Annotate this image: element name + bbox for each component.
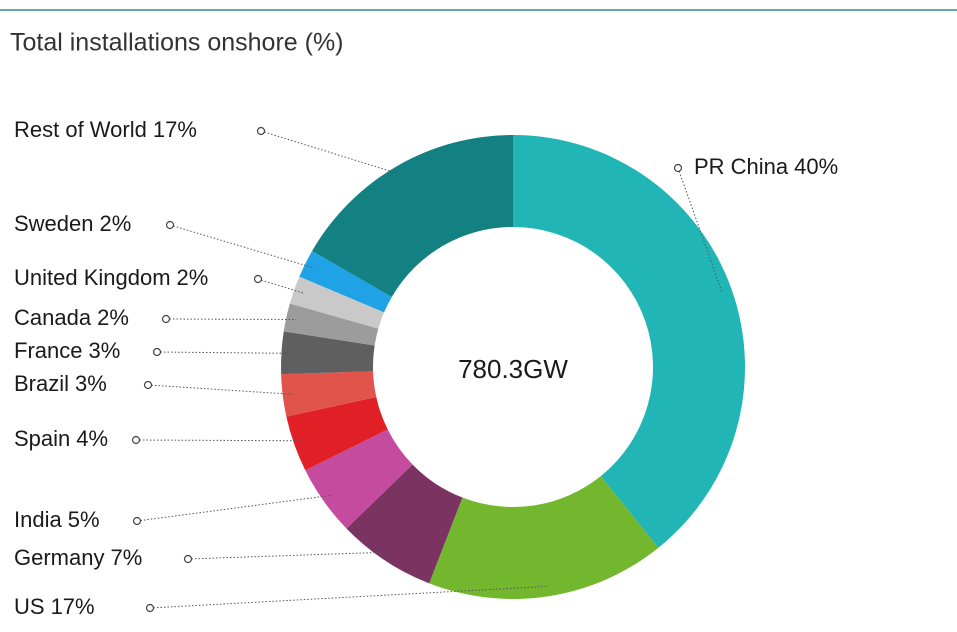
donut-slice [281,371,377,417]
leader-line [260,130,403,176]
donut-slice [286,396,388,471]
value-label: 2% [97,305,129,330]
donut-slice [305,429,413,529]
value-label: 4% [76,426,108,451]
category-label: Brazil [14,371,69,396]
leader-line [156,351,292,354]
donut-slice [513,135,745,548]
value-label: 17% [153,117,197,142]
category-label: PR China [694,154,789,179]
donut-slice [346,464,463,584]
leader-line [165,318,297,321]
leader-line [677,167,723,294]
donut-slice [429,476,659,600]
leader-dot [161,314,171,324]
slice-label: Sweden 2% [14,211,131,236]
value-label: 3% [75,371,107,396]
slice-label: France 3% [14,338,120,363]
donut-slice [299,251,392,313]
category-label: Spain [14,426,70,451]
slice-label: US 17% [14,594,95,619]
slice-label: Spain 4% [14,426,108,451]
leader-line [169,224,315,269]
leader-dot [132,516,142,526]
value-label: 7% [110,545,142,570]
value-label: 17% [51,594,95,619]
category-label: Canada [14,305,92,330]
leader-dot [145,603,155,613]
value-label: 2% [177,265,209,290]
category-label: US [14,594,45,619]
slice-label: India 5% [14,507,100,532]
category-label: Germany [14,545,104,570]
category-label: India [14,507,62,532]
donut-slice [283,303,379,346]
leader-dot [143,380,153,390]
leader-line [257,278,304,294]
slice-label: Canada 2% [14,305,129,330]
category-label: Rest of World [14,117,147,142]
leader-dot [673,163,683,173]
leader-line [147,384,293,395]
leader-dot [152,347,162,357]
donut-slice [289,276,385,329]
leader-line [187,551,391,560]
value-label: 2% [100,211,132,236]
leader-line [136,494,332,522]
category-label: Sweden [14,211,94,236]
center-label: 780.3GW [458,354,568,384]
value-label: 3% [88,338,120,363]
leader-dot [253,274,263,284]
leader-dot [256,126,266,136]
slice-label: Rest of World 17% [14,117,197,142]
leader-dot [131,435,141,445]
category-label: United Kingdom [14,265,171,290]
donut-slice [312,135,513,297]
leader-line [135,439,304,442]
category-label: France [14,338,82,363]
value-label: 5% [68,507,100,532]
slice-label: PR China 40% [694,154,838,179]
value-label: 40% [794,154,838,179]
slice-label: Brazil 3% [14,371,107,396]
leader-dot [183,554,193,564]
donut-slice [281,331,375,375]
slice-label: United Kingdom 2% [14,265,208,290]
slice-label: Germany 7% [14,545,142,570]
leader-dot [165,220,175,230]
chart-title: Total installations onshore (%) [10,29,344,57]
